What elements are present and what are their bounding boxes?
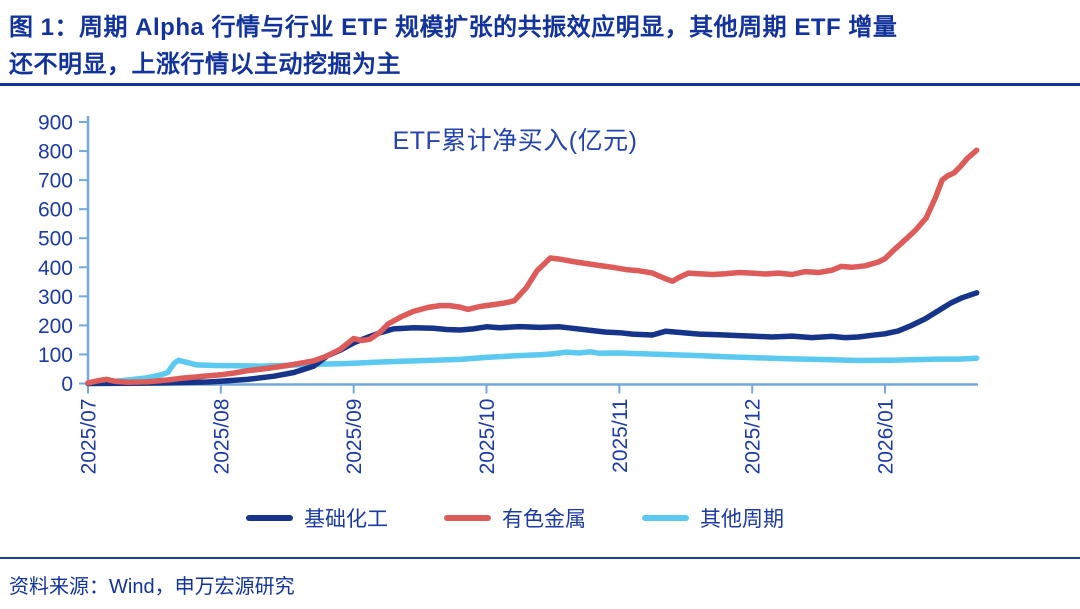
svg-text:0: 0 [61, 373, 73, 396]
svg-text:600: 600 [38, 199, 73, 222]
svg-text:2025/09: 2025/09 [343, 399, 366, 475]
legend-label: 有色金属 [502, 508, 586, 531]
legend-label: 基础化工 [304, 508, 388, 531]
svg-text:500: 500 [38, 228, 73, 251]
figure-title-line2: 还不明显，上涨行情以主动挖掘为主 [9, 51, 401, 78]
svg-text:700: 700 [38, 170, 73, 193]
svg-text:2025/12: 2025/12 [742, 399, 765, 475]
svg-text:800: 800 [38, 141, 73, 164]
title-underline [0, 83, 1080, 86]
svg-text:400: 400 [38, 257, 73, 280]
figure-title: 图 1：周期 Alpha 行情与行业 ETF 规模扩张的共振效应明显，其他周期 … [9, 9, 1073, 83]
chart-legend: 基础化工 有色金属 其他周期 [0, 503, 1030, 533]
legend-item-other-cyclicals: 其他周期 [642, 503, 784, 533]
svg-text:2025/08: 2025/08 [210, 399, 233, 475]
chart-title: ETF累计净买入(亿元) [392, 127, 638, 155]
source-note: 资料来源：Wind，申万宏源研究 [9, 576, 295, 598]
svg-text:2025/07: 2025/07 [78, 399, 101, 475]
svg-text:200: 200 [38, 315, 73, 338]
footer-divider [0, 557, 1080, 559]
svg-text:900: 900 [38, 112, 73, 135]
legend-label: 其他周期 [700, 508, 784, 531]
line-swatch-red [444, 515, 491, 521]
figure-title-line1: 图 1：周期 Alpha 行情与行业 ETF 规模扩张的共振效应明显，其他周期 … [9, 14, 898, 41]
svg-text:2025/10: 2025/10 [476, 399, 499, 475]
svg-text:300: 300 [38, 286, 73, 309]
line-swatch-cyan [642, 515, 689, 521]
legend-item-basic-chemicals: 基础化工 [246, 503, 388, 533]
legend-item-nonferrous-metals: 有色金属 [444, 503, 586, 533]
svg-text:100: 100 [38, 344, 73, 367]
svg-text:2025/11: 2025/11 [609, 399, 632, 473]
svg-text:2026/01: 2026/01 [875, 399, 898, 475]
line-swatch-navy [246, 515, 293, 521]
